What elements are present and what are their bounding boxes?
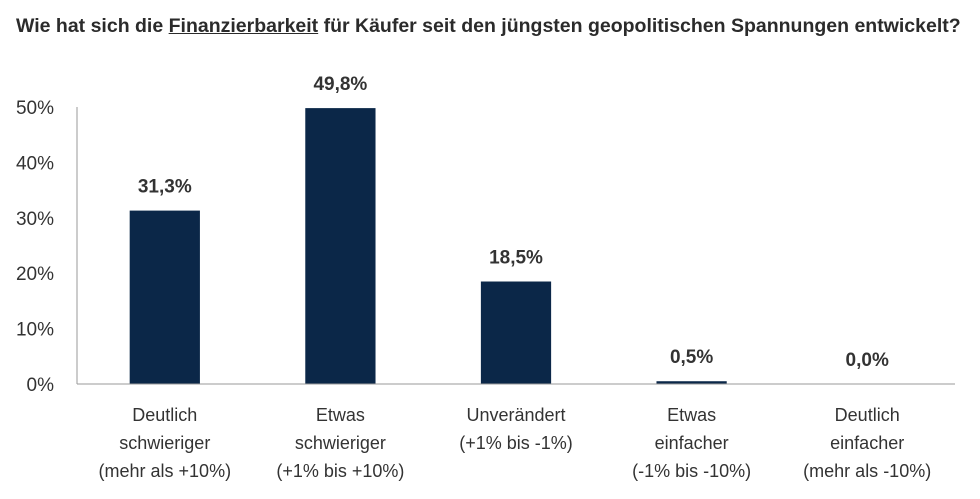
title-prefix: Wie hat sich die [16, 15, 169, 37]
data-label: 0,0% [846, 350, 889, 371]
y-tick-label: 40% [16, 153, 54, 174]
category-label: Etwas [667, 405, 716, 425]
category-label: Deutlich [132, 405, 197, 425]
category-label: schwieriger [295, 433, 386, 453]
category-label: Unverändert [466, 405, 565, 425]
y-tick-label: 10% [16, 320, 54, 341]
title-suffix: für Käufer seit den jüngsten geopolitisc… [318, 15, 961, 37]
bar [656, 381, 727, 384]
data-label: 18,5% [489, 248, 543, 269]
y-tick-label: 20% [16, 264, 54, 285]
category-label: (-1% bis -10%) [632, 461, 751, 481]
bar [480, 281, 552, 384]
category-label: (mehr als -10%) [803, 461, 931, 481]
chart-title: Wie hat sich die Finanzierbarkeit für Kä… [16, 12, 966, 40]
category-label: (+1% bis -1%) [459, 433, 573, 453]
title-highlight: Finanzierbarkeit [168, 15, 319, 37]
category-label: (+1% bis +10%) [276, 461, 404, 481]
bar [305, 108, 376, 384]
bar [129, 210, 200, 384]
y-tick-label: 30% [16, 209, 54, 230]
category-label: (mehr als +10%) [99, 461, 232, 481]
category-label: Deutlich [835, 405, 900, 425]
data-label: 31,3% [138, 177, 192, 198]
category-label: schwieriger [119, 433, 210, 453]
category-label: einfacher [655, 433, 729, 453]
data-label: 0,5% [670, 347, 713, 368]
data-label: 49,8% [313, 74, 367, 95]
y-tick-label: 50% [16, 98, 54, 119]
y-tick-label: 0% [27, 375, 55, 396]
category-label: einfacher [830, 433, 904, 453]
category-label: Etwas [316, 405, 365, 425]
